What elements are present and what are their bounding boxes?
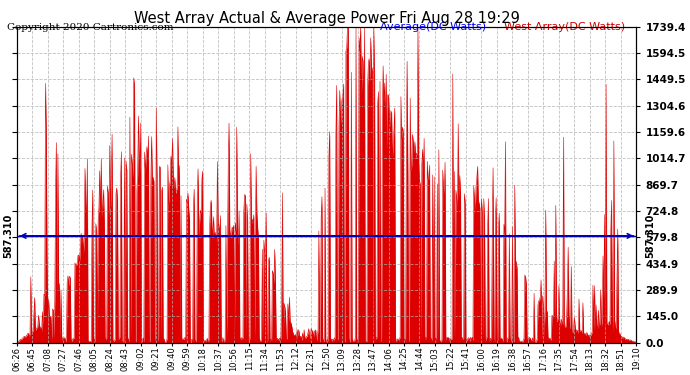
Text: Average(DC Watts): Average(DC Watts) (380, 22, 486, 33)
Title: West Array Actual & Average Power Fri Aug 28 19:29: West Array Actual & Average Power Fri Au… (134, 10, 520, 26)
Text: Copyright 2020 Cartronics.com: Copyright 2020 Cartronics.com (7, 22, 173, 32)
Text: West Array(DC Watts): West Array(DC Watts) (504, 22, 625, 33)
Text: 587.310: 587.310 (3, 214, 14, 258)
Text: 587.310: 587.310 (646, 214, 656, 258)
